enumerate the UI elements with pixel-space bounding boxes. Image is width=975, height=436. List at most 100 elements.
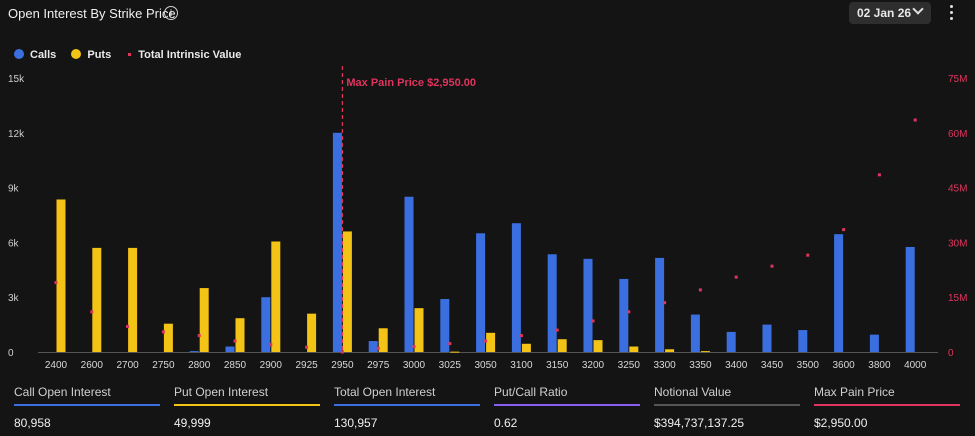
bar-calls-3450	[762, 324, 772, 352]
tiv-point-2400	[54, 281, 58, 285]
x-tick-label: 3500	[797, 360, 820, 371]
stat-label: Put/Call Ratio	[494, 385, 568, 399]
bar-calls-2975	[368, 341, 378, 352]
x-tick-label: 3025	[439, 360, 462, 371]
legend-tiv-label: Total Intrinsic Value	[138, 49, 242, 62]
bar-puts-2975	[378, 328, 388, 352]
stat-label: Put Open Interest	[174, 385, 269, 399]
stat-label: Notional Value	[654, 385, 732, 399]
x-tick-label: 3300	[653, 360, 676, 371]
tiv-point-3350	[698, 288, 702, 292]
bar-puts-3150	[557, 339, 567, 352]
stat-underline	[814, 404, 960, 406]
stat-underline	[654, 404, 800, 406]
y-right-tick-label: 45M	[948, 184, 967, 195]
tiv-point-2750	[161, 330, 165, 334]
tiv-point-2900	[269, 343, 273, 347]
bar-calls-3200	[583, 258, 593, 352]
bar-calls-3050	[476, 233, 486, 352]
bar-puts-2850	[235, 318, 245, 352]
tiv-point-3300	[663, 301, 667, 305]
legend-puts[interactable]: Puts	[71, 49, 111, 61]
tiv-point-3400	[734, 275, 738, 279]
tiv-point-3600	[842, 228, 846, 232]
date-selector-button[interactable]: 02 Jan 26	[849, 2, 931, 24]
y-right-tick-label: 75M	[948, 74, 967, 85]
y-left-tick-label: 0	[8, 348, 14, 359]
x-tick-label: 3400	[725, 360, 748, 371]
legend-calls-label: Calls	[30, 49, 57, 62]
stat-value: $394,737,137.25	[654, 416, 745, 430]
x-tick-label: 3200	[582, 360, 605, 371]
bar-calls-4000	[905, 246, 915, 352]
max-pain-label: Max Pain Price $2,950.00	[346, 77, 476, 89]
x-tick-label: 2925	[295, 360, 318, 371]
tiv-point-3050	[484, 339, 488, 343]
y-left-tick-label: 3k	[8, 293, 20, 304]
bar-calls-3800	[869, 334, 879, 352]
stat-3: Put/Call Ratio 0.62	[494, 376, 640, 430]
stat-label: Call Open Interest	[14, 385, 111, 399]
bar-calls-3250	[619, 278, 629, 352]
tiv-point-2850	[233, 339, 237, 343]
bar-puts-2950	[342, 231, 352, 352]
x-tick-label: 2750	[152, 360, 175, 371]
bar-puts-3200	[593, 340, 603, 352]
stat-0: Call Open Interest 80,958	[14, 376, 160, 430]
more-options-icon[interactable]	[950, 5, 954, 21]
bar-calls-3025	[440, 299, 450, 352]
bar-calls-2950	[332, 132, 342, 352]
tiv-point-2925	[305, 345, 309, 349]
y-right-tick-label: 0	[948, 348, 954, 359]
stats-bar: Call Open Interest 80,958 Put Open Interes…	[0, 376, 975, 436]
bar-puts-3300	[665, 349, 675, 352]
tiv-point-2700	[126, 324, 130, 328]
info-icon[interactable]: i	[164, 6, 178, 20]
stat-4: Notional Value $394,737,137.25	[654, 376, 800, 430]
x-tick-label: 3150	[546, 360, 569, 371]
bar-puts-2925	[307, 313, 317, 352]
x-tick-label: 2975	[367, 360, 390, 371]
x-tick-label: 3600	[832, 360, 855, 371]
x-tick-label: 2850	[224, 360, 247, 371]
tiv-point-3800	[877, 173, 881, 177]
bar-calls-3100	[511, 223, 521, 352]
stat-value: $2,950.00	[814, 416, 868, 430]
bar-puts-3250	[629, 346, 639, 352]
tiv-point-2800	[197, 334, 201, 338]
x-tick-label: 4000	[904, 360, 927, 371]
stat-underline	[174, 404, 320, 406]
bar-calls-3300	[655, 257, 665, 352]
x-tick-label: 2600	[81, 360, 104, 371]
y-left-tick-label: 9k	[8, 184, 20, 195]
bar-puts-3050	[486, 332, 496, 352]
x-tick-label: 2950	[331, 360, 354, 371]
bar-puts-2900	[271, 241, 281, 352]
x-tick-label: 2900	[260, 360, 283, 371]
x-tick-label: 3000	[403, 360, 426, 371]
bar-calls-3400	[726, 331, 736, 352]
tiv-point-3250	[627, 310, 631, 314]
tiv-point-3025	[448, 342, 452, 346]
x-tick-label: 3250	[618, 360, 641, 371]
legend-tiv[interactable]: Total Intrinsic Value	[126, 49, 241, 61]
chevron-down-icon	[912, 3, 924, 15]
bar-puts-2600	[92, 247, 102, 352]
stat-value: 0.62	[494, 416, 518, 430]
y-left-tick-label: 12k	[8, 129, 25, 140]
x-tick-label: 2400	[45, 360, 68, 371]
tiv-square-icon	[128, 53, 132, 57]
stat-underline	[14, 404, 160, 406]
tiv-point-3450	[770, 264, 774, 268]
bar-puts-3100	[521, 343, 531, 352]
header: Open Interest By Strike Price i 02 Jan 2…	[0, 0, 975, 30]
y-right-tick-label: 15M	[948, 293, 967, 304]
y-left-tick-label: 15k	[8, 74, 25, 85]
legend-calls[interactable]: Calls	[14, 49, 56, 61]
x-tick-label: 2700	[116, 360, 139, 371]
bar-puts-2700	[128, 247, 138, 352]
open-interest-chart: 0 3k 6k 9k 12k 15k 0 15M 30M 45M 60M 75M 2400 2600 270…	[8, 66, 967, 371]
stat-underline	[334, 404, 480, 406]
stat-value: 49,999	[174, 416, 211, 430]
legend: Calls Puts Total Intrinsic Value	[14, 49, 253, 61]
